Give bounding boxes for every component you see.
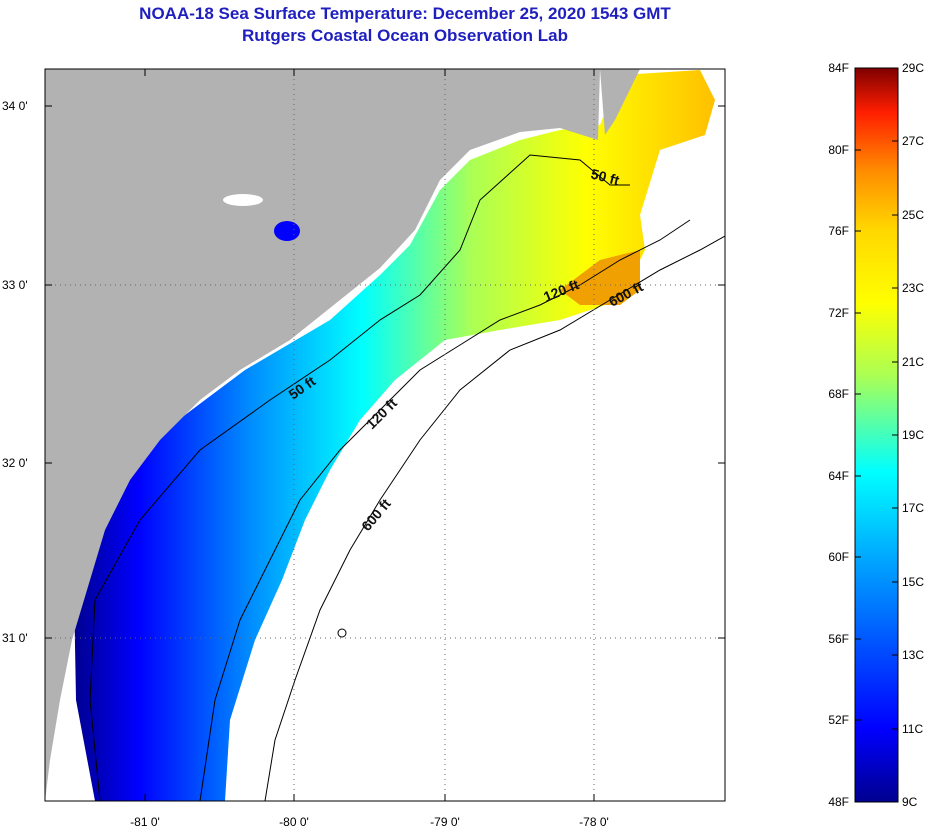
inland-cloud-patch [223, 194, 263, 206]
lon-label-80: -80 0' [279, 815, 309, 829]
contour-ring [337, 628, 347, 638]
colorbar-ticks [855, 67, 898, 803]
lat-label-33: 33 0' [2, 278, 28, 292]
graticule [45, 69, 725, 801]
colorbar [854, 67, 899, 803]
cb-c-25: 25C [902, 208, 924, 222]
cb-f-80: 80F [828, 143, 849, 157]
cb-c-27: 27C [902, 134, 924, 148]
lon-label-81: -81 0' [130, 815, 160, 829]
land-mass [45, 69, 600, 801]
cb-c-21: 21C [902, 355, 924, 369]
axis-ticks [45, 69, 725, 801]
sst-warm-patch [560, 250, 640, 305]
cb-c-13: 13C [902, 648, 924, 662]
lat-label-31: 31 0' [2, 631, 28, 645]
cb-c-11: 11C [902, 722, 923, 736]
contour-label-50ft-north: 50 ft [589, 165, 621, 188]
contour-600ft [264, 235, 725, 801]
cb-c-15: 15C [902, 575, 924, 589]
cb-f-52: 52F [828, 713, 849, 727]
cb-f-84: 84F [828, 61, 849, 75]
cb-f-76: 76F [828, 224, 849, 238]
cb-c-9: 9C [902, 795, 918, 809]
cb-f-48: 48F [828, 795, 849, 809]
barrier-island [600, 69, 640, 135]
cb-c-29: 29C [902, 61, 924, 75]
inland-lake [274, 221, 300, 241]
contour-50ft [89, 154, 630, 801]
sst-data-band [74, 70, 715, 801]
map-subtitle: Rutgers Coastal Ocean Observation Lab [242, 26, 568, 45]
lat-label-32: 32 0' [2, 456, 28, 470]
lon-label-79: -79 0' [430, 815, 460, 829]
cb-f-60: 60F [828, 550, 849, 564]
cb-f-68: 68F [828, 387, 849, 401]
cb-f-56: 56F [828, 632, 849, 646]
cb-c-17: 17C [902, 501, 924, 515]
map-title: NOAA-18 Sea Surface Temperature: Decembe… [139, 4, 671, 23]
lat-label-34: 34 0' [2, 99, 28, 113]
cb-c-23: 23C [902, 281, 924, 295]
cb-c-19: 19C [902, 428, 924, 442]
cb-f-72: 72F [828, 306, 849, 320]
lon-label-78: -78 0' [579, 815, 609, 829]
contour-120ft [199, 219, 691, 801]
cb-f-64: 64F [828, 469, 849, 483]
map-frame [44, 68, 726, 802]
